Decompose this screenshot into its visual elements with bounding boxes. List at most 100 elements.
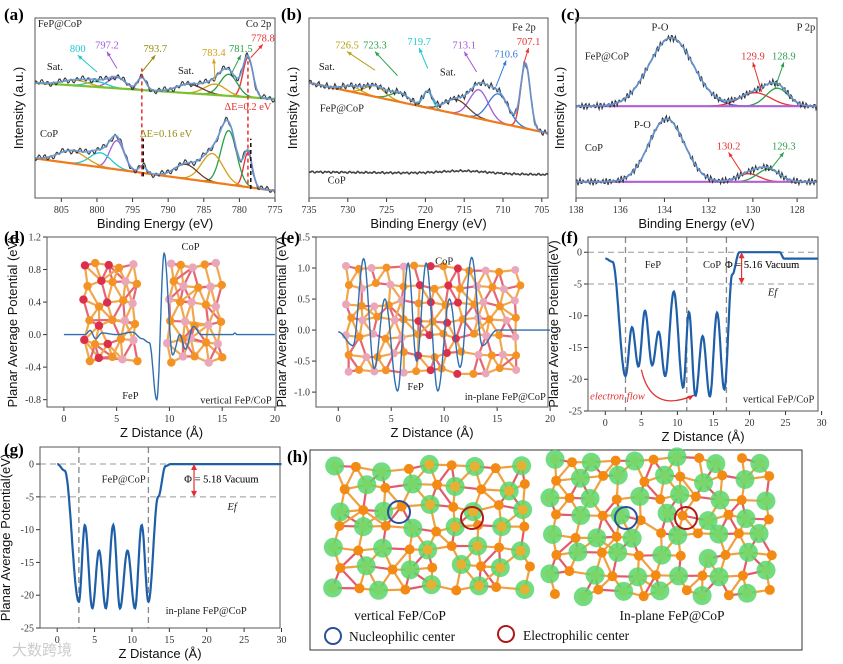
panel-label: (a)	[4, 5, 24, 24]
atom	[361, 479, 372, 490]
arrowhead-icon	[780, 62, 785, 68]
x-axis-label: Z Distance (Å)	[120, 425, 203, 440]
caption-vertical: vertical FeP/CoP	[354, 608, 446, 623]
atom	[431, 526, 442, 537]
atom	[760, 495, 771, 506]
atom	[511, 332, 520, 341]
atom	[597, 510, 608, 521]
chart-panel-a: (a) 805 800 795 790 785 780 775 Binding Energy (…	[4, 5, 283, 231]
annotation-label: Sat.	[178, 66, 194, 77]
x-tick-label: 20	[745, 418, 755, 429]
annotation-label: 710.6	[494, 50, 518, 61]
atom	[414, 330, 423, 339]
panel-label-h: (h)	[287, 447, 308, 466]
work-function-label: Φ = 5.16 Vacuum	[725, 260, 799, 271]
plot-frame	[39, 446, 281, 629]
atom	[118, 355, 127, 364]
atom	[723, 590, 734, 601]
atom	[442, 348, 451, 357]
peak-arrow	[374, 51, 398, 76]
y-tick-label: 0	[29, 460, 34, 471]
atom	[519, 521, 530, 532]
envelope-fit-FeP@CoP	[35, 54, 276, 100]
atom	[575, 510, 586, 521]
atom	[163, 339, 172, 348]
atom	[373, 312, 382, 321]
atom	[344, 281, 353, 290]
x-tick-label: 20	[202, 635, 212, 646]
nucleophilic-center-marker-left	[387, 500, 411, 524]
atom	[121, 277, 130, 286]
annotation-label: CoP	[703, 260, 721, 271]
background-line	[308, 81, 549, 135]
arrowhead-icon	[212, 58, 216, 64]
x-tick-label: 790	[161, 205, 176, 216]
atom	[607, 571, 618, 582]
atom	[201, 338, 211, 347]
atom	[496, 521, 507, 532]
atom	[495, 562, 506, 573]
annotation-label: Co 2p	[246, 19, 271, 30]
atom	[204, 320, 213, 330]
atom	[399, 368, 408, 377]
atom	[166, 259, 176, 268]
atom	[590, 570, 601, 581]
atom	[387, 564, 398, 575]
atom	[715, 494, 726, 505]
atom	[488, 283, 497, 292]
atom	[511, 265, 520, 274]
annotation-label: CoP	[585, 143, 603, 154]
electrophilic-center-marker-left	[460, 506, 484, 530]
y-axis-label: Intensity (a.u.)	[552, 67, 567, 149]
atom	[399, 262, 408, 271]
y-tick-label: 0	[577, 248, 582, 259]
y-tick-label: -0.5	[294, 357, 310, 368]
atom	[213, 339, 222, 349]
atom	[90, 340, 100, 349]
annotation-label: Φ = 5.16 Vacuum	[725, 260, 799, 271]
atom	[211, 302, 221, 311]
annotation-label: Ef	[767, 287, 779, 298]
atom	[453, 369, 462, 378]
atom	[713, 529, 724, 540]
atom	[83, 281, 92, 291]
atom	[457, 347, 466, 356]
atom	[717, 470, 728, 481]
atom	[675, 550, 686, 561]
y-tick-label: -25	[569, 407, 582, 418]
atom	[627, 533, 638, 544]
atom	[218, 353, 227, 362]
atom	[596, 547, 607, 558]
atom	[341, 261, 350, 270]
x-tick-label: 25	[239, 635, 249, 646]
atom	[102, 298, 112, 307]
atom	[681, 585, 692, 596]
caption-inplane: In-plane FeP@CoP	[619, 608, 724, 623]
atom	[404, 544, 415, 555]
atom	[519, 584, 530, 595]
annotation-label: Φ = 5.18 Vacuum	[184, 474, 258, 485]
plot-frame	[34, 17, 276, 199]
atom	[355, 365, 364, 374]
annotation-label: vertical FeP/CoP	[200, 396, 272, 407]
atom	[355, 333, 364, 342]
atom	[357, 301, 366, 310]
atom	[469, 461, 480, 472]
y-axis-label: Intensity (a.u.)	[285, 67, 300, 149]
x-tick-label: 15	[164, 635, 174, 646]
x-axis-label: Binding Energy (eV)	[370, 216, 486, 231]
atom	[165, 295, 174, 304]
peak-arrow	[495, 60, 507, 87]
annotation-label: Fe 2p	[512, 23, 536, 34]
atom	[130, 319, 140, 329]
atom	[615, 510, 626, 521]
atom	[80, 261, 90, 270]
potential-curve	[605, 251, 818, 398]
atom	[512, 365, 521, 374]
x-tick-label: 15	[217, 414, 227, 425]
annotation-label: ΔE=0.2 eV	[224, 102, 271, 113]
atom	[390, 316, 399, 325]
annotation-label: 723.3	[363, 41, 387, 52]
atom	[450, 521, 461, 532]
atom	[544, 492, 555, 503]
